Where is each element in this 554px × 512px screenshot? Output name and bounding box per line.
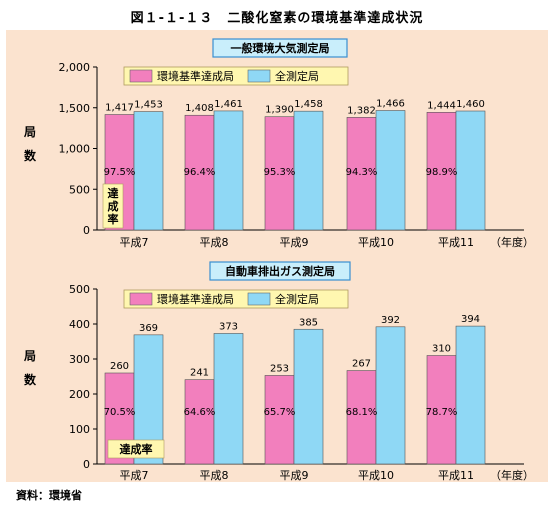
legend-label-achieved: 環境基準達成局 <box>157 292 234 306</box>
y-axis-label-char: 数 <box>24 148 37 163</box>
bar-total <box>455 110 486 231</box>
rate-label: 94.3% <box>346 167 378 178</box>
bar-total <box>375 110 406 231</box>
x-unit-note: （年度） <box>490 235 534 249</box>
rate-label: 78.7% <box>426 407 458 418</box>
rate-label: 97.5% <box>104 167 136 178</box>
value-label-achieved: 1,382 <box>347 105 376 116</box>
y-tick-label: 1,500 <box>59 102 91 115</box>
value-label-achieved: 310 <box>432 344 451 355</box>
source-note: 資料：環境省 <box>16 489 82 502</box>
rate-callout-label: 達成率 <box>120 442 153 456</box>
legend-label-achieved: 環境基準達成局 <box>157 69 234 83</box>
legend-box <box>123 66 349 86</box>
bar-achieved <box>346 370 377 465</box>
y-axis-label-char: 局 <box>24 125 36 139</box>
bar-total <box>133 111 164 231</box>
bar-achieved <box>184 379 215 465</box>
y-axis-label-char: 局 <box>24 349 36 363</box>
bar-achieved <box>346 117 377 231</box>
x-category-label: 平成11 <box>438 469 474 482</box>
value-label-total: 392 <box>381 315 400 326</box>
bar-total <box>293 110 324 231</box>
value-label-total: 394 <box>461 314 480 325</box>
bar-total <box>455 325 486 465</box>
rate-callout-char: 達 <box>108 186 119 200</box>
value-label-total: 373 <box>219 321 238 332</box>
chart-title-box <box>212 38 348 58</box>
bar-total <box>375 326 406 465</box>
bar-total <box>213 333 244 465</box>
x-category-label: 平成11 <box>438 236 474 249</box>
legend-label-total: 全測定局 <box>275 292 319 306</box>
legend-box <box>123 289 349 309</box>
rate-label: 68.1% <box>346 407 378 418</box>
value-label-achieved: 1,408 <box>185 103 214 114</box>
value-label-achieved: 241 <box>190 368 209 379</box>
y-tick-label: 300 <box>69 353 90 366</box>
bar-achieved <box>264 375 295 465</box>
y-tick-label: 1,000 <box>59 143 91 156</box>
legend-swatch-achieved <box>129 69 153 83</box>
bar-achieved <box>184 114 215 231</box>
y-tick-label: 2,000 <box>59 61 91 74</box>
bar-total <box>293 328 324 465</box>
rate-label: 65.7% <box>264 407 296 418</box>
y-tick-label: 500 <box>69 183 90 196</box>
chart-title: 一般環境大気測定局 <box>231 41 330 55</box>
rate-label: 95.3% <box>264 167 296 178</box>
legend-swatch-achieved <box>129 292 153 306</box>
bar-total <box>213 110 244 231</box>
rate-label: 96.4% <box>184 167 216 178</box>
value-label-total: 1,460 <box>456 99 485 110</box>
legend-swatch-total <box>247 292 271 306</box>
y-tick-label: 0 <box>83 458 90 471</box>
x-category-label: 平成8 <box>200 236 229 249</box>
rate-label: 70.5% <box>104 407 136 418</box>
legend-label-total: 全測定局 <box>275 69 319 83</box>
figure-title: 図１-１-１３ 二酸化窒素の環境基準達成状況 <box>130 11 424 26</box>
x-category-label: 平成9 <box>280 236 309 249</box>
rate-label: 64.6% <box>184 407 216 418</box>
x-category-label: 平成9 <box>280 469 309 482</box>
rate-callout-char: 率 <box>108 212 119 226</box>
y-tick-label: 400 <box>69 318 90 331</box>
x-category-label: 平成7 <box>120 236 149 249</box>
rate-callout-box <box>102 183 124 229</box>
x-category-label: 平成10 <box>358 236 394 249</box>
y-tick-label: 0 <box>83 224 90 237</box>
value-label-total: 385 <box>299 317 318 328</box>
value-label-total: 369 <box>139 323 158 334</box>
chart-title: 自動車排出ガス測定局 <box>225 264 335 278</box>
y-tick-label: 100 <box>69 423 90 436</box>
value-label-total: 1,458 <box>294 99 323 110</box>
bar-achieved <box>264 116 295 231</box>
value-label-total: 1,453 <box>134 100 163 111</box>
rate-callout-box <box>107 439 165 459</box>
x-unit-note: （年度） <box>490 468 534 482</box>
value-label-achieved: 1,390 <box>265 105 294 116</box>
value-label-achieved: 1,444 <box>427 100 456 111</box>
x-category-label: 平成8 <box>200 469 229 482</box>
value-label-achieved: 253 <box>270 363 289 374</box>
value-label-total: 1,461 <box>214 99 243 110</box>
x-category-label: 平成10 <box>358 469 394 482</box>
value-label-achieved: 267 <box>352 359 371 370</box>
rate-callout-char: 成 <box>108 199 119 213</box>
y-axis-label-char: 数 <box>24 372 37 387</box>
value-label-achieved: 1,417 <box>105 103 134 114</box>
y-tick-label: 200 <box>69 388 90 401</box>
x-category-label: 平成7 <box>120 469 149 482</box>
value-label-achieved: 260 <box>110 361 129 372</box>
chart-title-box <box>209 261 351 281</box>
value-label-total: 1,466 <box>376 99 405 110</box>
legend-swatch-total <box>247 69 271 83</box>
y-tick-label: 500 <box>69 283 90 296</box>
bar-achieved <box>426 112 457 231</box>
bar-achieved <box>426 355 457 465</box>
rate-label: 98.9% <box>426 167 458 178</box>
